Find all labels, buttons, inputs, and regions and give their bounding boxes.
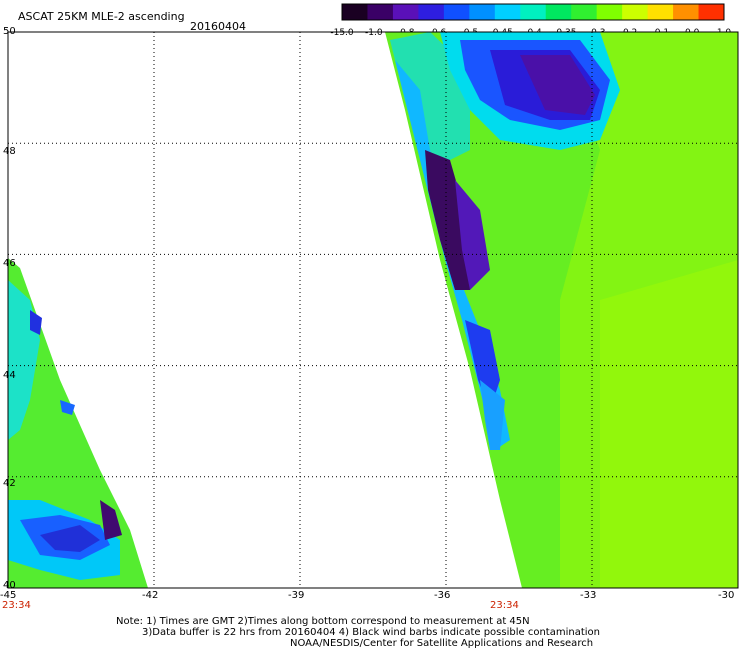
colorbar-swatch <box>622 4 649 20</box>
colorbar-swatch <box>342 4 368 20</box>
lat-label-50: 50 <box>3 26 16 37</box>
lat-label-46: 46 <box>3 258 16 269</box>
colorbar-swatch <box>494 4 521 20</box>
colorbar-swatch <box>392 4 419 20</box>
product-date: 20160404 <box>190 20 246 33</box>
lon-label-33: -33 <box>580 590 597 601</box>
colorbar-swatch <box>367 4 394 20</box>
swath-time-right: 23:34 <box>490 600 519 611</box>
lon-label-30: -30 <box>718 590 735 601</box>
colorbar-label: -1.0 <box>365 28 383 38</box>
note-line-1: Note: 1) Times are GMT 2)Times along bot… <box>116 616 530 627</box>
product-title: ASCAT 25KM MLE-2 ascending <box>18 10 185 23</box>
colorbar-border <box>341 3 725 21</box>
lon-label-36: -36 <box>434 590 451 601</box>
colorbar-swatch <box>647 4 674 20</box>
lat-label-42: 42 <box>3 478 16 489</box>
plot-border <box>7 31 739 589</box>
colorbar-swatch <box>520 4 547 20</box>
lon-label-45: -45 <box>0 590 17 601</box>
right-swath <box>385 32 738 588</box>
lon-label-42: -42 <box>142 590 159 601</box>
colorbar-swatch <box>469 4 496 20</box>
note-line-2: 3)Data buffer is 22 hrs from 20160404 4)… <box>142 627 600 638</box>
lat-label-40: 40 <box>3 580 16 591</box>
colorbar-label: -15.0 <box>330 28 354 38</box>
note-line-3: NOAA/NESDIS/Center for Satellite Applica… <box>290 638 594 649</box>
lon-label-39: -39 <box>288 590 305 601</box>
colorbar-swatch <box>673 4 700 20</box>
left-swath <box>8 258 148 588</box>
colorbar-swatch <box>596 4 623 20</box>
swath-time-left: 23:34 <box>2 600 31 611</box>
colorbar-swatch <box>443 4 470 20</box>
colorbar-swatch <box>418 4 445 20</box>
lat-lon-grid <box>8 32 738 588</box>
colorbar-swatch <box>545 4 572 20</box>
lat-label-44: 44 <box>3 370 16 381</box>
colorbar-swatch <box>571 4 598 20</box>
lat-label-48: 48 <box>3 146 16 157</box>
colorbar-swatch <box>698 4 725 20</box>
